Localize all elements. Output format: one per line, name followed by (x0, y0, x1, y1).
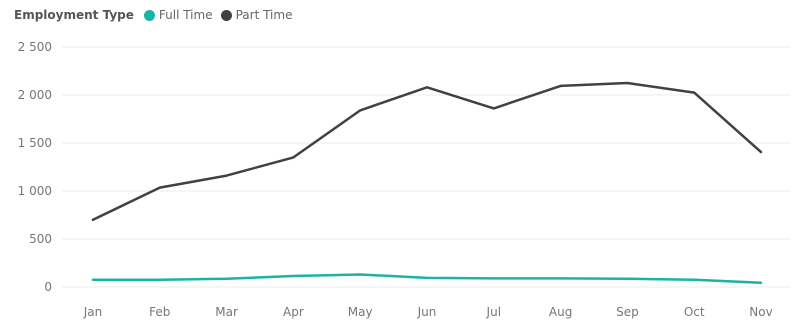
y-tick-label: 1 500 (18, 136, 52, 150)
x-tick-label-jul: Jul (486, 305, 501, 319)
legend-item-part-time[interactable]: Part Time (220, 8, 293, 22)
legend-title: Employment Type (14, 8, 134, 22)
series-line-part-time (91, 81, 763, 222)
x-tick-label-apr: Apr (283, 305, 304, 319)
x-tick-label-oct: Oct (684, 305, 705, 319)
legend-label-part-time: Part Time (235, 8, 293, 22)
x-tick-label-jan: Jan (83, 305, 103, 319)
x-tick-label-feb: Feb (149, 305, 170, 319)
legend: Employment Type Full Time Part Time (14, 8, 300, 22)
x-tick-label-jun: Jun (417, 305, 437, 319)
x-tick-label-sep: Sep (616, 305, 639, 319)
legend-label-full-time: Full Time (158, 8, 213, 22)
x-tick-label-aug: Aug (549, 305, 572, 319)
y-tick-label: 500 (29, 232, 52, 246)
x-tick-label-may: May (348, 305, 373, 319)
x-tick-label-mar: Mar (215, 305, 238, 319)
y-tick-label: 0 (44, 280, 52, 294)
y-tick-label: 2 500 (18, 40, 52, 54)
legend-marker-full-time (143, 9, 155, 21)
legend-item-full-time[interactable]: Full Time (143, 8, 213, 22)
x-tick-label-nov: Nov (749, 305, 772, 319)
series-line-full-time (91, 273, 763, 284)
y-tick-label: 1 000 (18, 184, 52, 198)
y-tick-label: 2 000 (18, 88, 52, 102)
legend-marker-part-time (220, 9, 232, 21)
